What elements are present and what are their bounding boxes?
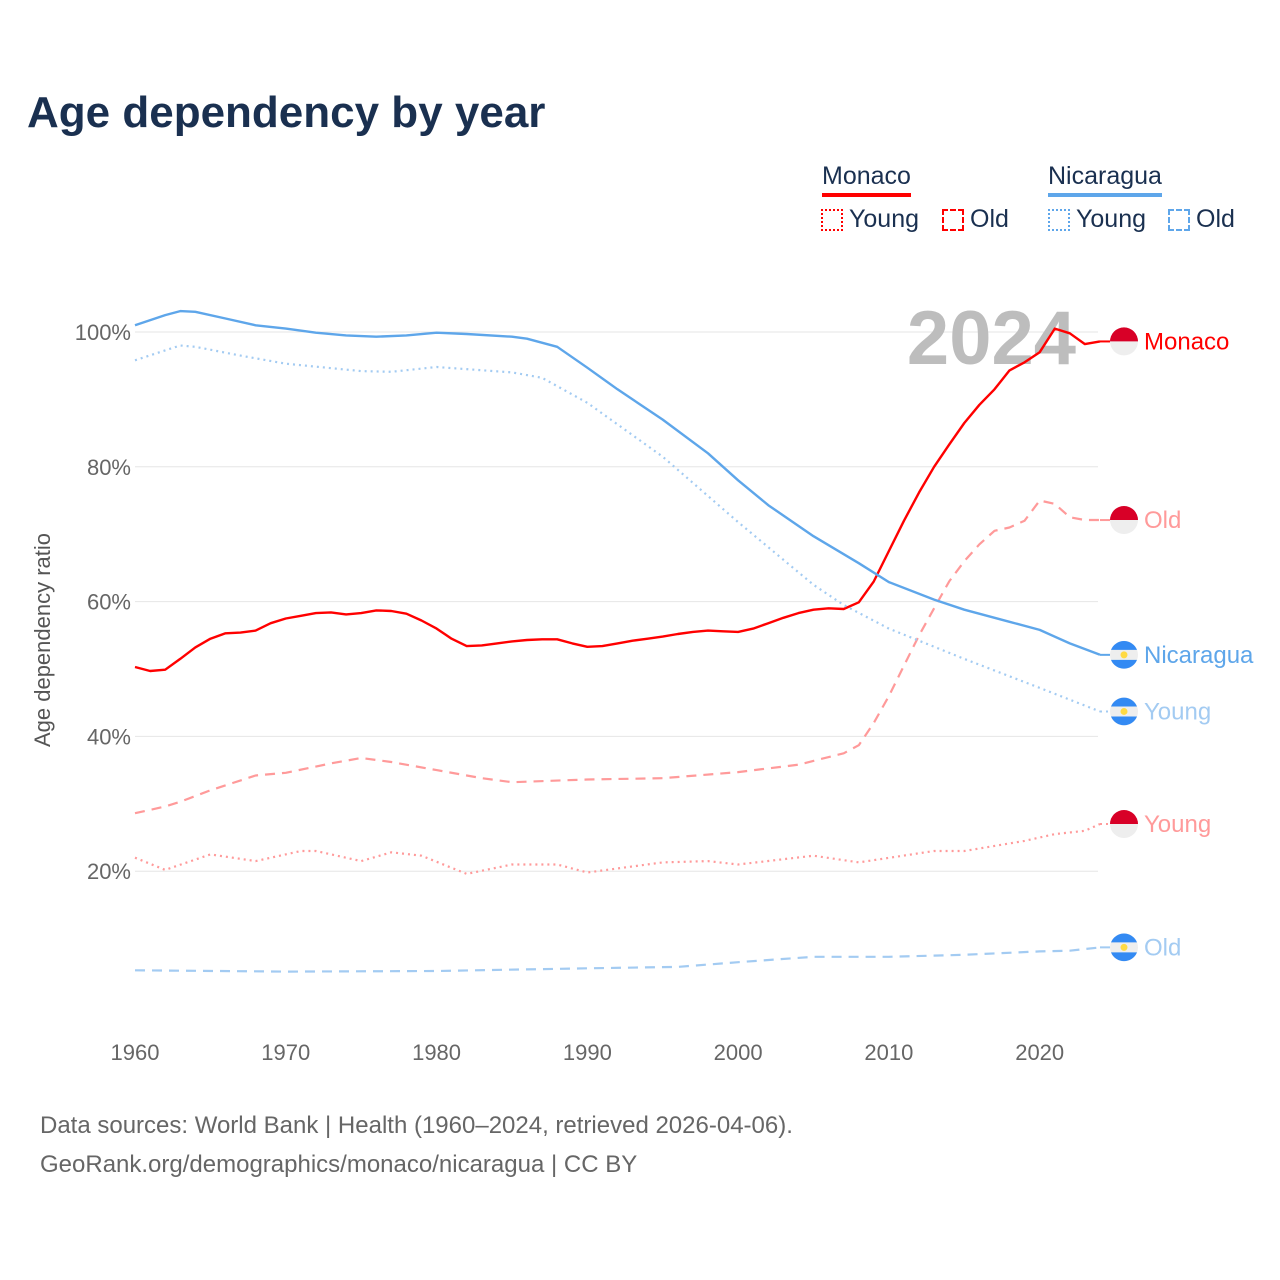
footer-sources: Data sources: World Bank | Health (1960–…: [40, 1112, 793, 1139]
x-tick-label: 2010: [864, 1040, 913, 1065]
legend-label: Young: [849, 205, 919, 233]
x-tick-label: 1970: [261, 1040, 310, 1065]
flag-red-half: [1110, 327, 1138, 342]
nicaragua-flag-icon: [1110, 640, 1138, 669]
flag-blue-top: [1111, 933, 1137, 943]
legend-nicaragua-young[interactable]: Young: [1048, 205, 1146, 234]
flag-emblem: [1120, 943, 1128, 951]
legend-nicaragua[interactable]: Nicaragua: [1048, 162, 1162, 197]
flag-emblem: [1120, 651, 1128, 659]
y-tick-label: 20%: [87, 859, 131, 884]
dotted-swatch-icon: [1048, 208, 1070, 231]
series-end-label: Old: [1144, 934, 1181, 961]
x-tick-label: 2000: [714, 1040, 763, 1065]
flag-emblem: [1120, 707, 1128, 715]
legend-monaco-young[interactable]: Young: [821, 205, 919, 234]
flag-red-half: [1110, 810, 1138, 825]
series-end-label: Young: [1144, 698, 1211, 725]
series-end-label: Monaco: [1144, 328, 1229, 355]
legend-label: Young: [1076, 205, 1146, 233]
series-end-label: Young: [1144, 811, 1211, 838]
monaco-flag-icon: [1110, 810, 1138, 839]
x-tick-label: 1960: [111, 1040, 160, 1065]
legend-label: Old: [1196, 205, 1235, 233]
series-line-monaco-old: [134, 499, 1100, 815]
x-tick-label: 1980: [412, 1040, 461, 1065]
flag-blue-bottom: [1111, 716, 1137, 726]
legend-nicaragua-old[interactable]: Old: [1168, 205, 1235, 234]
series-end-label: Old: [1144, 507, 1181, 534]
legend-monaco-old[interactable]: Old: [942, 205, 1009, 234]
dashed-swatch-icon: [1168, 208, 1190, 231]
series-line-monaco: [134, 327, 1101, 673]
series-end-label: Nicaragua: [1144, 642, 1254, 669]
monaco-flag-icon: [1110, 506, 1138, 535]
dotted-swatch-icon: [821, 208, 843, 231]
series-line-monaco-young: [134, 822, 1101, 875]
year-watermark: 2024: [907, 296, 1076, 381]
y-tick-label: 60%: [87, 590, 131, 615]
y-tick-label: 40%: [87, 724, 131, 749]
y-tick-label: 80%: [87, 455, 131, 480]
legend-label: Old: [970, 205, 1009, 233]
monaco-flag-icon: [1110, 327, 1138, 356]
flag-blue-bottom: [1111, 659, 1137, 669]
flag-blue-top: [1111, 697, 1137, 707]
chart-title: Age dependency by year: [27, 88, 546, 137]
legend-monaco[interactable]: Monaco: [822, 162, 911, 197]
flag-red-half: [1110, 506, 1138, 521]
footer-link[interactable]: GeoRank.org/demographics/monaco/nicaragu…: [40, 1151, 638, 1178]
nicaragua-flag-icon: [1110, 933, 1138, 962]
flag-blue-top: [1111, 641, 1137, 650]
flag-blue-bottom: [1111, 952, 1137, 962]
footer: Data sources: World Bank | Health (1960–…: [40, 1106, 793, 1184]
x-tick-label: 2020: [1015, 1040, 1064, 1065]
series-line-nicaragua-old: [134, 946, 1101, 973]
nicaragua-flag-icon: [1110, 697, 1138, 726]
dashed-swatch-icon: [942, 208, 964, 231]
x-tick-label: 1990: [563, 1040, 612, 1065]
y-axis-label: Age dependency ratio: [30, 533, 55, 747]
series-line-nicaragua: [134, 309, 1101, 656]
series-line-nicaragua-young: [134, 344, 1101, 713]
y-tick-label: 100%: [75, 320, 131, 345]
